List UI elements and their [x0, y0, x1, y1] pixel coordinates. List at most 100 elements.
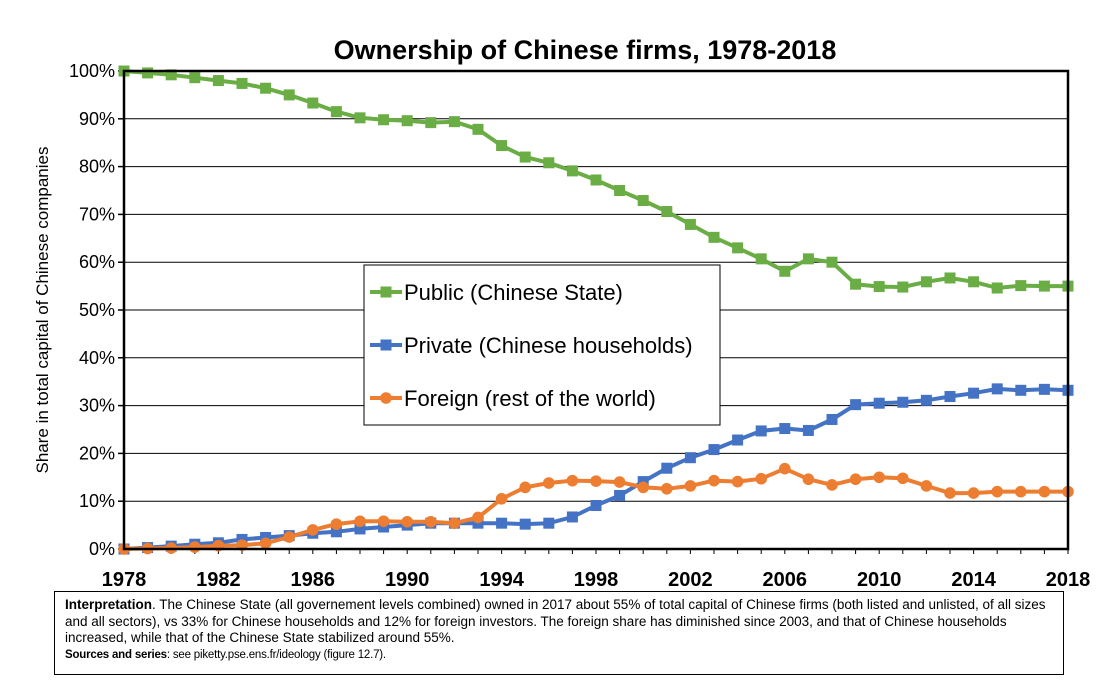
data-point [330, 526, 342, 538]
data-point [920, 394, 932, 406]
x-tick-label: 1978 [102, 569, 147, 591]
x-tick-label: 2014 [951, 569, 996, 591]
data-point [850, 278, 862, 290]
x-tick-label: 1990 [385, 569, 430, 591]
plot-frame [122, 69, 1070, 551]
y-tick-label: 40% [79, 348, 115, 368]
data-point [897, 281, 909, 293]
data-point [873, 397, 885, 409]
legend-label: Private (Chinese households) [404, 333, 693, 358]
data-point [519, 481, 531, 494]
data-point [590, 174, 602, 186]
legend-label: Foreign (rest of the world) [404, 386, 656, 411]
data-point [543, 517, 555, 529]
data-point [425, 117, 437, 129]
data-point [189, 72, 201, 84]
data-point [873, 471, 885, 484]
interpretation-note: Interpretation. The Chinese State (all g… [54, 591, 1064, 675]
data-point [802, 424, 814, 436]
data-point [496, 140, 508, 152]
data-point [566, 165, 578, 177]
x-tick-label: 2010 [857, 569, 902, 591]
data-point [684, 480, 697, 492]
legend: Public (Chinese State) Private (Chinese h… [363, 264, 721, 426]
data-point [307, 524, 319, 536]
data-point [590, 500, 602, 512]
data-point [472, 123, 484, 135]
data-point [519, 518, 531, 530]
legend-label: Public (Chinese State) [404, 280, 623, 305]
y-tick-label: 0% [89, 539, 115, 559]
data-point [519, 151, 531, 163]
x-tick-label: 1986 [291, 569, 336, 591]
data-point [944, 391, 956, 403]
y-tick-label: 50% [79, 300, 115, 320]
x-tick-label: 2006 [763, 569, 808, 591]
data-point [661, 482, 673, 495]
legend-marker [380, 392, 392, 404]
data-point [236, 77, 248, 89]
y-axis-label: Share in total capital of Chinese compan… [33, 147, 52, 474]
data-point [991, 383, 1003, 395]
data-point [566, 474, 579, 487]
data-point [850, 399, 862, 411]
data-point [260, 82, 272, 94]
data-point [967, 487, 980, 499]
data-point [354, 515, 366, 528]
data-point [732, 242, 744, 254]
data-point [378, 114, 390, 126]
data-point [637, 481, 649, 494]
data-point [637, 195, 649, 207]
legend-marker [380, 286, 392, 298]
data-point [684, 218, 696, 230]
interpretation-text-block: Interpretation. The Chinese State (all g… [65, 597, 1053, 647]
y-tick-label: 90% [79, 109, 115, 129]
sources-label: Sources and series [65, 648, 167, 661]
data-point [968, 387, 980, 399]
data-point [377, 515, 390, 528]
data-point [590, 475, 602, 487]
data-point [1038, 280, 1050, 292]
data-point [920, 480, 933, 492]
data-point [401, 115, 413, 127]
data-point [708, 474, 720, 487]
y-tick-label: 10% [79, 491, 115, 511]
y-tick-label: 60% [79, 252, 115, 272]
data-point [472, 511, 484, 524]
data-point [1015, 485, 1027, 498]
data-point [212, 75, 224, 87]
data-point [354, 112, 366, 124]
data-point [731, 475, 744, 488]
data-point [779, 423, 791, 435]
data-point [802, 473, 815, 486]
sources-line: Sources and series: see piketty.pse.ens.… [65, 647, 1053, 663]
series-1 [118, 65, 1074, 294]
data-point [283, 89, 295, 101]
data-point [496, 517, 508, 529]
interpretation-label: Interpretation [65, 597, 153, 612]
data-point [755, 425, 767, 437]
data-point [897, 472, 909, 485]
x-tick-label: 1994 [479, 569, 524, 591]
data-point [354, 523, 366, 535]
data-point [425, 515, 437, 528]
x-tick-label: 1982 [196, 569, 241, 591]
data-point [448, 517, 461, 529]
data-point [991, 485, 1003, 498]
y-tick-label: 30% [79, 396, 115, 416]
data-point [849, 473, 862, 486]
data-point [330, 106, 342, 118]
data-point [944, 487, 956, 499]
x-tick-label: 2002 [668, 569, 713, 591]
data-point [802, 253, 814, 265]
data-point [944, 272, 956, 284]
data-point [142, 67, 154, 79]
data-point [991, 282, 1003, 294]
data-point [779, 462, 791, 475]
data-point [755, 253, 767, 265]
data-point [165, 69, 177, 81]
data-point [614, 489, 626, 501]
data-point [613, 476, 626, 488]
sources-body: : see piketty.pse.ens.fr/ideology (figur… [166, 648, 386, 661]
data-point [543, 157, 555, 169]
